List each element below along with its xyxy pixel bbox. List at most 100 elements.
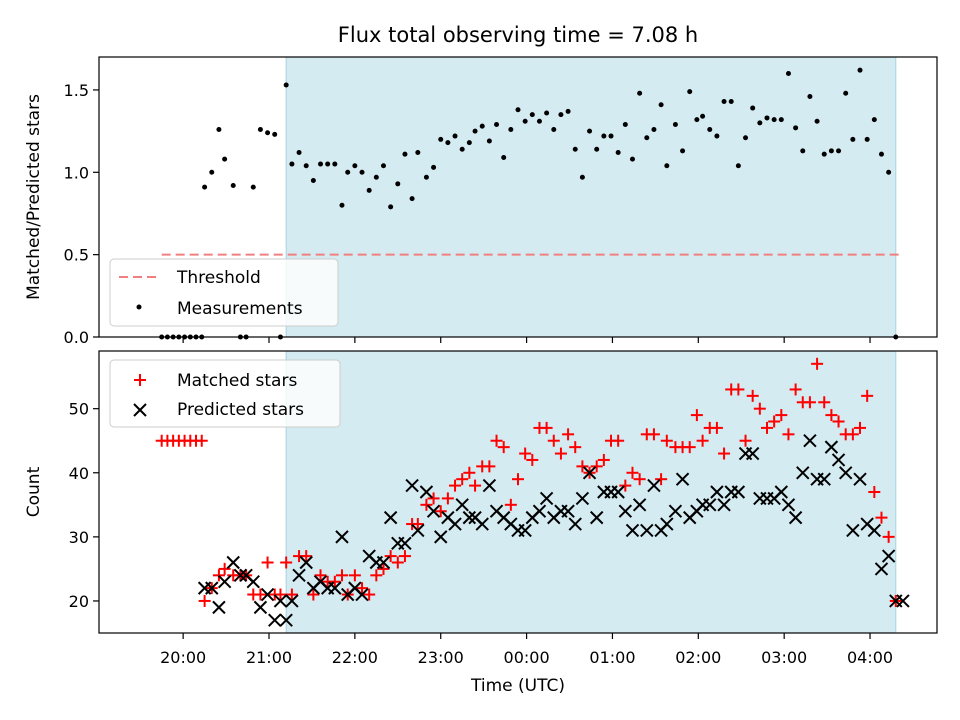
measurement-point xyxy=(352,163,358,169)
measurement-point xyxy=(373,174,379,180)
y-tick-label: 40 xyxy=(69,464,89,483)
measurement-point xyxy=(402,151,408,157)
matched-star-point xyxy=(335,569,348,582)
measurement-point xyxy=(664,163,670,169)
predicted-star-point xyxy=(668,504,683,518)
measurement-point xyxy=(601,133,607,139)
measurement-point xyxy=(501,154,507,160)
predicted-star-point xyxy=(824,440,839,454)
measurement-point xyxy=(886,169,892,175)
measurement-point xyxy=(658,102,664,108)
x-axis-label: Time (UTC) xyxy=(470,676,565,696)
matched-star-point xyxy=(647,428,660,441)
measurement-point xyxy=(714,133,720,139)
matched-star-point xyxy=(569,441,582,454)
bottom-legend: Matched stars Predicted stars xyxy=(109,359,341,428)
matched-star-point xyxy=(540,421,553,434)
predicted-star-point xyxy=(881,549,896,563)
measurement-point xyxy=(380,163,386,169)
matched-star-point xyxy=(868,486,881,498)
matched-star-point xyxy=(655,473,668,486)
measurement-point xyxy=(409,196,415,202)
x-tick-label: 02:00 xyxy=(675,648,721,667)
matched-star-point xyxy=(746,389,759,402)
predicted-star-point xyxy=(233,568,248,583)
measurement-point xyxy=(629,156,635,162)
matched-star-point xyxy=(483,460,496,473)
predicted-star-point xyxy=(796,466,810,480)
measurement-point xyxy=(438,136,444,142)
predicted-star-point xyxy=(383,510,398,525)
matched-star-point xyxy=(718,447,731,460)
measurement-point xyxy=(694,117,700,123)
predicted-star-point xyxy=(846,523,860,538)
predicted-star-point xyxy=(660,517,674,531)
x-tick-label: 00:00 xyxy=(504,648,550,667)
measurement-point xyxy=(257,126,263,132)
predicted-star-point xyxy=(611,485,625,499)
bottom-y-axis-label: Count xyxy=(24,466,44,517)
y-tick-label: 30 xyxy=(69,528,89,547)
predicted-star-point xyxy=(803,434,817,448)
matched-star-point xyxy=(398,550,411,563)
matched-star-point xyxy=(526,453,539,466)
measurement-point xyxy=(644,135,650,141)
matched-star-point xyxy=(285,588,298,601)
measurement-point xyxy=(587,128,593,134)
matched-star-point xyxy=(861,389,874,402)
matched-star-point xyxy=(463,466,476,479)
measurement-point xyxy=(283,82,289,88)
measurement-point xyxy=(296,150,302,156)
measurement-point xyxy=(289,161,295,167)
predicted-star-point xyxy=(411,523,425,538)
predicted-star-point xyxy=(788,510,803,525)
predicted-star-point xyxy=(568,517,582,531)
measurement-point xyxy=(764,115,770,121)
measurement-point xyxy=(325,161,331,167)
matched-star-point xyxy=(854,421,867,434)
top-legend-box xyxy=(109,258,339,327)
y-tick-label: 0.0 xyxy=(64,328,89,347)
predicted-star-point xyxy=(774,485,789,499)
x-tick-label: 22:00 xyxy=(332,648,378,667)
measurement-point xyxy=(431,164,437,170)
top-x-ticks xyxy=(182,337,871,343)
measurement-point xyxy=(807,94,813,100)
matched-star-point xyxy=(328,575,341,588)
matched-star-point xyxy=(254,588,267,601)
x-tick-label: 01:00 xyxy=(589,648,635,667)
matched-star-point xyxy=(775,409,788,422)
measurement-point xyxy=(265,130,271,136)
matched-star-point xyxy=(803,396,816,409)
measurement-point xyxy=(651,126,657,132)
matched-star-point xyxy=(626,466,639,479)
predicted-star-point xyxy=(781,498,796,512)
legend-threshold-label: Threshold xyxy=(176,268,261,288)
matched-star-point xyxy=(590,460,603,473)
matched-star-point xyxy=(512,473,524,486)
matched-star-point xyxy=(619,479,632,492)
predicted-star-point xyxy=(260,587,275,602)
matched-star-point xyxy=(391,556,404,569)
predicted-star-point xyxy=(589,510,604,525)
bottom-legend-box xyxy=(109,359,341,428)
predicted-star-point xyxy=(475,517,489,531)
predicted-star-point xyxy=(273,594,288,608)
measurement-point xyxy=(303,163,309,169)
predicted-star-point xyxy=(625,523,640,538)
predicted-star-point xyxy=(285,594,299,608)
bottom-count-points xyxy=(155,357,910,627)
x-tick-label: 23:00 xyxy=(418,648,464,667)
measurement-point xyxy=(850,136,856,142)
measurement-point xyxy=(345,169,351,175)
predicted-star-point xyxy=(817,472,831,486)
measurement-point xyxy=(814,118,820,124)
measurement-point xyxy=(878,151,884,157)
matched-star-point xyxy=(469,479,482,492)
predicted-star-point xyxy=(419,485,434,499)
predicted-star-point xyxy=(253,600,268,615)
matched-star-point xyxy=(377,562,390,575)
matched-star-point xyxy=(882,530,895,543)
measurement-point xyxy=(728,98,734,104)
predicted-star-point xyxy=(575,491,590,506)
